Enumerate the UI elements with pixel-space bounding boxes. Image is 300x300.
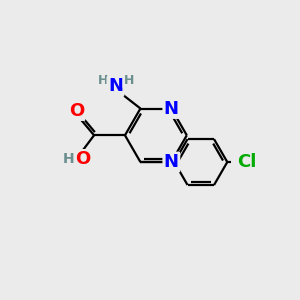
Text: O: O	[69, 101, 84, 119]
Text: N: N	[164, 153, 179, 171]
Text: H: H	[98, 74, 108, 87]
Text: O: O	[76, 150, 91, 168]
Text: Cl: Cl	[237, 153, 257, 171]
Text: H: H	[124, 74, 134, 87]
Text: N: N	[108, 77, 123, 95]
Text: N: N	[164, 100, 179, 118]
Text: H: H	[63, 152, 74, 167]
